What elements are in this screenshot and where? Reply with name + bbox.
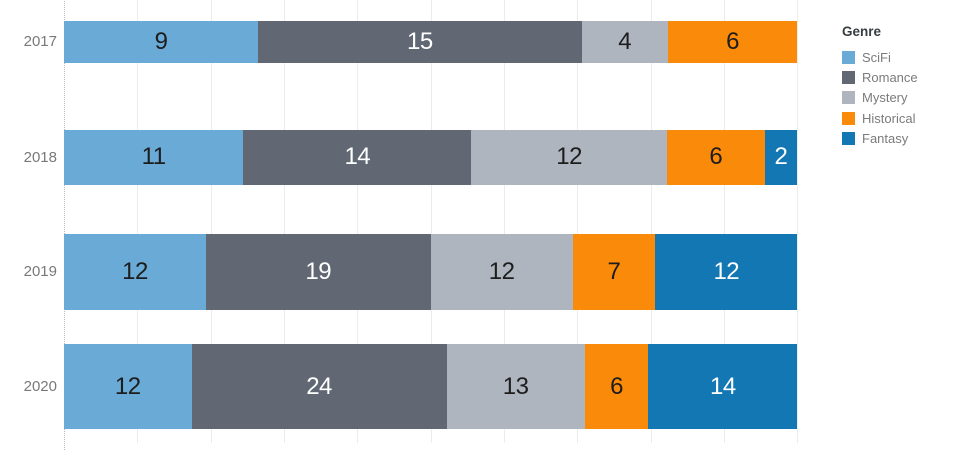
bar-value-label: 14	[710, 372, 736, 400]
gridline	[723, 0, 725, 443]
bar-segment-2019-romance[interactable]: 19	[205, 233, 431, 310]
bar-segment-2018-fantasy[interactable]: 2	[764, 129, 798, 186]
bar-value-label: 12	[122, 257, 148, 285]
legend-item-mystery[interactable]: Mystery	[842, 88, 952, 108]
gridline	[577, 0, 579, 443]
bar-value-label: 13	[502, 372, 529, 400]
gridline	[357, 0, 359, 443]
bar-value-label: 14	[344, 143, 371, 171]
legend-label: Mystery	[862, 90, 908, 106]
bar-segment-2019-scifi[interactable]: 12	[64, 233, 206, 310]
bar-value-label: 19	[305, 257, 332, 285]
bar-row-2018: 11 14 12 6 2	[64, 129, 798, 186]
gridline	[650, 0, 652, 443]
legend-label: Romance	[862, 70, 918, 86]
gridline	[503, 0, 505, 443]
legend-item-list: SciFi Romance Mystery Historical Fantasy	[842, 47, 952, 149]
axis-label-2020: 2020	[23, 378, 57, 395]
bar-segment-2019-fantasy[interactable]: 12	[655, 233, 798, 310]
bar-value-label: 15	[406, 27, 433, 55]
legend-swatch-romance	[842, 71, 855, 85]
gridline	[210, 0, 212, 443]
bar-segment-2019-mystery[interactable]: 12	[430, 233, 573, 310]
zero-axis-line	[64, 1, 65, 450]
legend-item-romance[interactable]: Romance	[842, 67, 952, 87]
legend-swatch-mystery	[842, 91, 855, 105]
bar-segment-2017-historical[interactable]: 6	[667, 20, 798, 63]
bar-value-label: 9	[154, 27, 168, 55]
bar-segment-2020-romance[interactable]: 24	[191, 344, 447, 429]
bar-segment-2018-mystery[interactable]: 12	[471, 129, 667, 186]
bar-segment-2017-romance[interactable]: 15	[258, 20, 582, 63]
bar-segment-2017-scifi[interactable]: 9	[64, 20, 259, 63]
bar-value-label: 4	[618, 27, 632, 55]
gridline	[430, 0, 432, 443]
bar-segment-2018-romance[interactable]: 14	[243, 129, 472, 186]
legend-label: Fantasy	[862, 131, 909, 147]
gridline	[137, 0, 139, 443]
bar-segment-2020-mystery[interactable]: 13	[446, 344, 585, 429]
bar-segment-2017-mystery[interactable]: 4	[581, 20, 668, 63]
bar-value-label: 6	[709, 143, 723, 171]
bar-segment-2018-scifi[interactable]: 11	[64, 129, 244, 186]
legend-title: Genre	[842, 24, 882, 39]
bar-value-label: 12	[488, 257, 515, 285]
bar-value-label: 6	[610, 372, 624, 400]
legend-label: SciFi	[862, 49, 891, 65]
axis-label-2019: 2019	[23, 263, 57, 281]
gridline	[797, 0, 799, 443]
bar-value-label: 11	[141, 143, 166, 171]
bar-value-label: 2	[774, 143, 788, 171]
legend: Genre SciFi Romance Mystery Historical Fanta…	[842, 24, 952, 149]
legend-swatch-historical	[842, 111, 855, 125]
bar-value-label: 12	[713, 257, 740, 285]
axis-label-2018: 2018	[23, 149, 57, 166]
bar-value-label: 12	[556, 143, 582, 171]
axis-label-2017: 2017	[23, 33, 57, 51]
bar-segment-2020-historical[interactable]: 6	[584, 344, 649, 429]
bar-segment-2019-historical[interactable]: 7	[572, 233, 656, 310]
bar-row-2017: 9 15 4 6	[64, 20, 798, 63]
legend-item-fantasy[interactable]: Fantasy	[842, 129, 952, 149]
bar-segment-2018-historical[interactable]: 6	[666, 129, 765, 186]
gridline	[283, 0, 285, 443]
bar-row-2020: 12 24 13 6 14	[64, 344, 798, 429]
bar-value-label: 7	[607, 257, 621, 285]
bar-segment-2020-fantasy[interactable]: 14	[648, 344, 798, 429]
bar-segment-2020-scifi[interactable]: 12	[64, 344, 192, 429]
bar-value-label: 12	[114, 372, 141, 400]
bar-value-label: 6	[726, 27, 739, 55]
legend-swatch-fantasy	[842, 132, 855, 146]
bar-value-label: 24	[306, 372, 332, 400]
legend-item-scifi[interactable]: SciFi	[842, 47, 952, 67]
legend-swatch-scifi	[842, 50, 855, 64]
legend-item-historical[interactable]: Historical	[842, 108, 952, 128]
legend-label: Historical	[862, 110, 916, 126]
bar-row-2019: 12 19 12 7 12	[64, 233, 798, 310]
